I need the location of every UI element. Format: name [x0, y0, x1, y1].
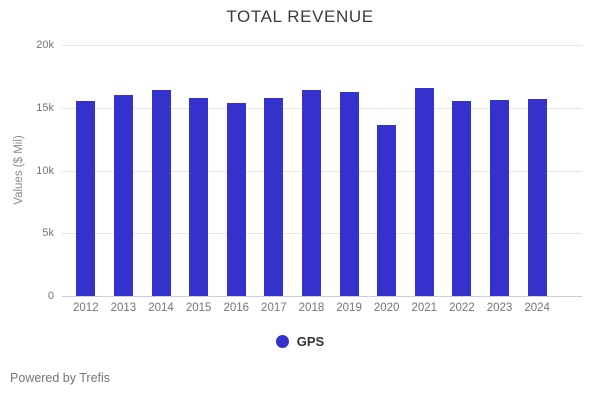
bar-2013[interactable] [113, 95, 133, 296]
gridline-10k [62, 170, 582, 172]
bar-2017[interactable] [264, 97, 284, 296]
x-tick-label-2019: 2019 [336, 302, 362, 314]
x-axis-tick-labels: 2012 2013 2014 2015 2016 2017 2018 2019 2020 2021… [67, 302, 556, 314]
x-axis-baseline [62, 296, 582, 297]
x-tick-label-2022: 2022 [449, 302, 475, 314]
x-tick-label-2013: 2013 [110, 302, 137, 314]
bar-slot-2018 [293, 45, 331, 296]
bar-slot-2016 [217, 45, 255, 296]
x-tick-label-2012: 2012 [73, 302, 99, 314]
bar-slot-2017 [255, 45, 293, 296]
y-tick-label-20k: 20k [36, 39, 54, 51]
legend-label-gps[interactable]: GPS [296, 334, 325, 349]
x-tick-label-2017: 2017 [261, 302, 287, 314]
bar-2024[interactable] [527, 98, 547, 296]
x-tick-label-2020: 2020 [373, 302, 400, 314]
bar-slot-2024 [518, 45, 556, 296]
x-tick-label-2021: 2021 [411, 302, 438, 314]
y-tick-label-5k: 5k [42, 227, 54, 240]
y-tick-label-0: 0 [47, 290, 54, 302]
x-tick-label-2016: 2016 [223, 302, 250, 314]
bar-slot-2020 [368, 45, 406, 296]
bar-2023[interactable] [490, 99, 509, 296]
legend[interactable]: GPS [0, 334, 600, 349]
bar-2014[interactable] [151, 90, 171, 296]
bar-2021[interactable] [414, 88, 434, 296]
plot-area [62, 45, 582, 297]
chart-title: TOTAL REVENUE [226, 7, 374, 26]
bar-slot-2021 [405, 45, 443, 296]
bar-series-gps [67, 45, 556, 296]
bar-2019[interactable] [339, 92, 359, 296]
bar-slot-2022 [443, 45, 481, 296]
bar-slot-2023 [481, 45, 519, 296]
x-tick-label-2015: 2015 [185, 302, 212, 314]
x-tick-label-2014: 2014 [148, 302, 174, 314]
bar-slot-2019 [330, 45, 368, 296]
bar-2020[interactable] [377, 124, 397, 296]
x-tick-label-2018: 2018 [298, 302, 325, 314]
bar-slot-2013 [105, 45, 143, 296]
bar-slot-2014 [142, 45, 180, 296]
gridline-5k [62, 233, 582, 235]
bar-2016[interactable] [226, 103, 246, 296]
bar-slot-2015 [180, 45, 218, 296]
y-tick-label-10k: 10k [36, 164, 54, 177]
bar-2022[interactable] [452, 101, 472, 296]
bar-2012[interactable] [76, 101, 96, 296]
bar-2015[interactable] [189, 98, 209, 296]
powered-by-text: Powered by Trefis [10, 371, 111, 385]
bar-slot-2012 [67, 45, 105, 296]
y-tick-label-15k: 15k [36, 101, 54, 114]
legend-marker-gps-icon[interactable] [275, 335, 289, 348]
x-tick-label-2023: 2023 [486, 302, 513, 314]
bar-2018[interactable] [301, 89, 321, 296]
gridline-20k [62, 45, 582, 46]
x-tick-label-2024: 2024 [524, 302, 550, 314]
gridline-15k [62, 107, 582, 109]
y-axis-tick-labels: 0 5k 10k 15k 20k [0, 39, 54, 302]
